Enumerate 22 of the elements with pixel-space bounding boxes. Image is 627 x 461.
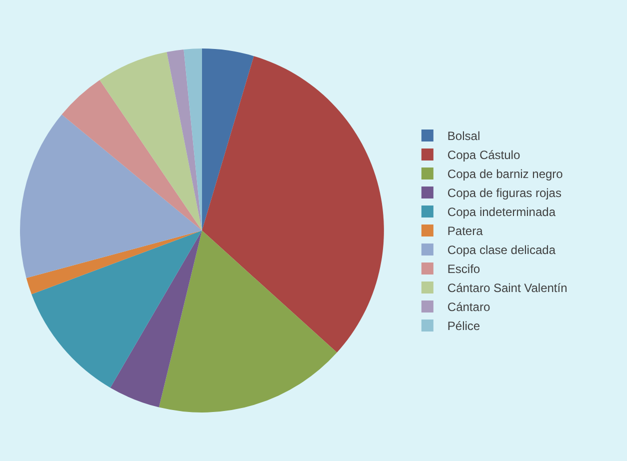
legend-label: Bolsal — [447, 129, 480, 144]
legend-label: Escifo — [447, 262, 480, 276]
pie-slice — [32, 230, 202, 388]
legend-label: Pélice — [447, 319, 480, 334]
pie-slice — [158, 230, 337, 412]
pie-slice — [184, 48, 202, 230]
pie-slice — [62, 80, 202, 230]
pie-slice — [202, 48, 254, 230]
legend-label: Patera — [447, 224, 484, 238]
pie-slice — [110, 230, 202, 408]
pie-slice — [202, 56, 384, 353]
legend-label: Cántaro Saint Valentín — [447, 281, 568, 296]
legend-label: Copa indeterminada — [447, 205, 556, 220]
pie-slice — [100, 52, 202, 230]
legend-label: Copa Cástulo — [447, 148, 520, 162]
legend-label: Copa clase delicada — [447, 243, 556, 258]
legend-label: Copa de figuras rojas — [447, 186, 562, 200]
pie-slice — [20, 114, 202, 278]
legend-label: Cántaro — [447, 300, 490, 314]
pie-slice — [166, 49, 202, 230]
legend-label: Copa de barniz negro — [447, 167, 564, 182]
pie-slice — [26, 230, 202, 294]
